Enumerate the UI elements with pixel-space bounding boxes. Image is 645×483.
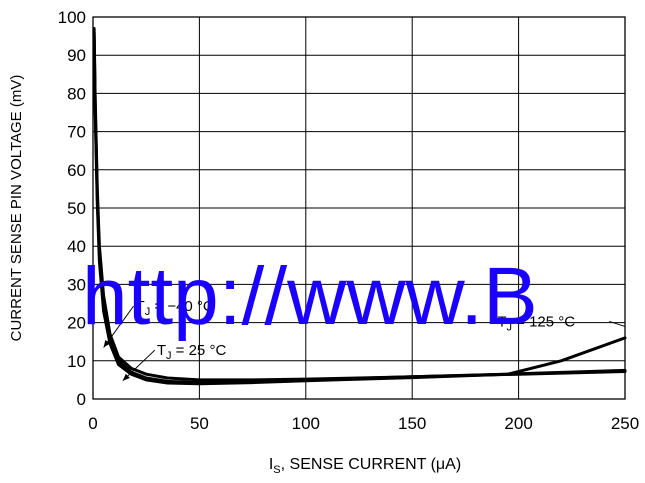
annotation-arrowhead-0 xyxy=(103,340,111,348)
x-tick-label-3: 150 xyxy=(398,414,426,433)
grid xyxy=(92,16,626,400)
x-tick-label-2: 100 xyxy=(292,414,320,433)
annotation-label-1: TJ = 25 °C xyxy=(157,342,227,362)
y-tick-label-2: 20 xyxy=(67,314,86,333)
annotation-leader-0 xyxy=(103,305,134,348)
annotations: TJ = −40 °C TJ = 25 °C TJ = 125 °C xyxy=(103,298,626,382)
y-tick-label-9: 90 xyxy=(67,46,86,65)
x-axis-label-rest: , SENSE CURRENT (μA) xyxy=(281,456,462,473)
y-tick-label-7: 70 xyxy=(67,123,86,142)
y-tick-label-8: 80 xyxy=(67,84,86,103)
y-tick-labels: 0 10 20 30 40 50 60 70 80 90 100 xyxy=(58,8,86,409)
watermark-text: http://www.B xyxy=(82,251,538,342)
annotation-arrowhead-1 xyxy=(122,373,130,381)
y-tick-label-0: 0 xyxy=(77,390,86,409)
annotation-leader-2 xyxy=(609,320,626,327)
y-tick-label-6: 60 xyxy=(67,161,86,180)
annotation-leader-1 xyxy=(122,349,156,382)
x-axis-label-main: I xyxy=(269,456,273,473)
x-tick-label-4: 200 xyxy=(504,414,532,433)
x-axis-label-sub: S xyxy=(273,464,280,476)
y-tick-label-1: 10 xyxy=(67,352,86,371)
annotation-label-2: TJ = 125 °C xyxy=(497,313,575,333)
y-axis-label: CURRENT SENSE PIN VOLTAGE (mV) xyxy=(8,75,25,342)
series-line-2 xyxy=(92,34,627,386)
x-tick-labels: 0 50 100 150 200 250 xyxy=(88,414,639,433)
x-tick-label-0: 0 xyxy=(88,414,97,433)
y-tick-label-5: 50 xyxy=(67,199,86,218)
x-tick-label-5: 250 xyxy=(611,414,639,433)
series-lines xyxy=(92,27,627,386)
annotation-label-0: TJ = −40 °C xyxy=(136,298,214,318)
y-tick-label-10: 100 xyxy=(58,8,86,27)
y-tick-label-3: 30 xyxy=(67,275,86,294)
y-tick-label-4: 40 xyxy=(67,237,86,256)
plot-frame xyxy=(92,16,626,400)
x-tick-label-1: 50 xyxy=(190,414,209,433)
x-axis-label: IS, SENSE CURRENT (μA) xyxy=(269,456,461,476)
